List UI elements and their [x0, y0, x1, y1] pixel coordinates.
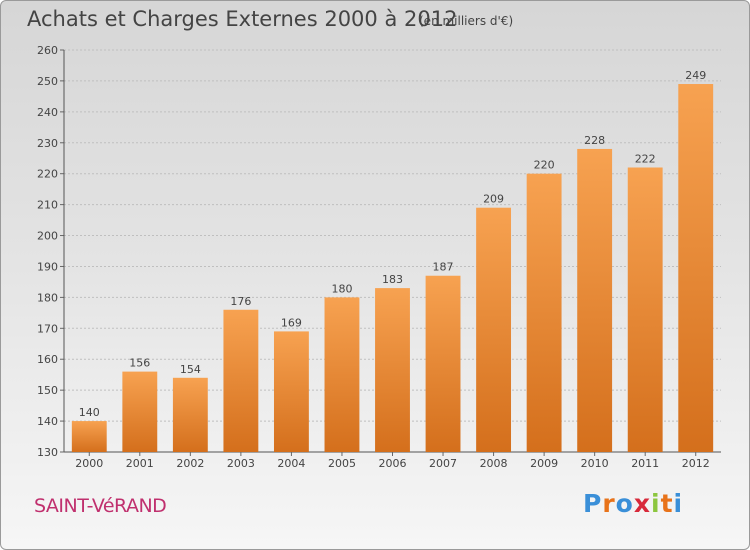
- bar: [71, 421, 107, 452]
- y-tick-label: 150: [37, 384, 58, 397]
- y-tick-label: 140: [37, 415, 58, 428]
- bar: [476, 207, 512, 452]
- y-tick-label: 190: [37, 260, 58, 273]
- data-label: 222: [635, 153, 656, 166]
- x-tick-label: 2006: [379, 457, 407, 470]
- x-tick-label: 2009: [530, 457, 558, 470]
- y-tick-label: 200: [37, 230, 58, 243]
- x-tick-label: 2011: [631, 457, 659, 470]
- y-tick-label: 220: [37, 168, 58, 181]
- data-label: 140: [79, 406, 100, 419]
- data-label: 183: [382, 273, 403, 286]
- bar: [375, 288, 410, 452]
- y-tick-label: 180: [37, 291, 58, 304]
- bar: [678, 84, 714, 452]
- logo-letter: P: [583, 489, 603, 518]
- bar: [223, 309, 259, 452]
- y-tick-label: 240: [37, 106, 58, 119]
- y-tick-label: 170: [37, 322, 58, 335]
- bar: [122, 371, 158, 452]
- bar: [526, 173, 562, 452]
- chart-title: Achats et Charges Externes 2000 à 2012: [27, 7, 458, 31]
- logo-letter: i: [673, 489, 684, 518]
- data-label: 156: [129, 357, 150, 370]
- data-label: 220: [534, 159, 555, 172]
- data-label: 176: [230, 295, 251, 308]
- y-tick-label: 230: [37, 137, 58, 150]
- logo-letter: o: [615, 489, 634, 518]
- chart-subtitle: (en milliers d'€): [419, 14, 514, 28]
- bar: [425, 275, 461, 452]
- logo-letter: t: [660, 489, 674, 518]
- x-tick-label: 2008: [480, 457, 508, 470]
- bar: [273, 331, 309, 452]
- data-label: 249: [685, 69, 706, 82]
- y-tick-label: 130: [37, 446, 58, 459]
- x-tick-label: 2000: [75, 457, 103, 470]
- x-tick-label: 2007: [429, 457, 457, 470]
- y-tick-label: 250: [37, 75, 58, 88]
- bar: [324, 297, 360, 452]
- x-tick-label: 2012: [682, 457, 710, 470]
- data-label: 169: [281, 316, 302, 329]
- data-label: 187: [433, 261, 454, 274]
- logo-letter: x: [633, 489, 651, 518]
- logo-letter: i: [651, 489, 661, 518]
- data-label: 154: [180, 363, 201, 376]
- y-tick-label: 160: [37, 353, 58, 366]
- bar: [172, 377, 208, 452]
- x-tick-label: 2001: [126, 457, 154, 470]
- logo-letter: r: [602, 489, 616, 518]
- x-tick-label: 2002: [176, 457, 204, 470]
- commune-name: SAINT-VéRAND: [34, 495, 167, 517]
- proxiti-logo: Proxiti: [583, 489, 683, 518]
- x-tick-label: 2003: [227, 457, 255, 470]
- y-tick-label: 260: [37, 44, 58, 57]
- x-tick-label: 2005: [328, 457, 356, 470]
- y-tick-label: 210: [37, 199, 58, 212]
- x-tick-label: 2010: [581, 457, 609, 470]
- bar: [577, 148, 613, 452]
- bar: [627, 167, 663, 452]
- x-tick-label: 2004: [277, 457, 305, 470]
- data-label: 180: [331, 282, 352, 295]
- data-label: 209: [483, 193, 504, 206]
- data-label: 228: [584, 134, 605, 147]
